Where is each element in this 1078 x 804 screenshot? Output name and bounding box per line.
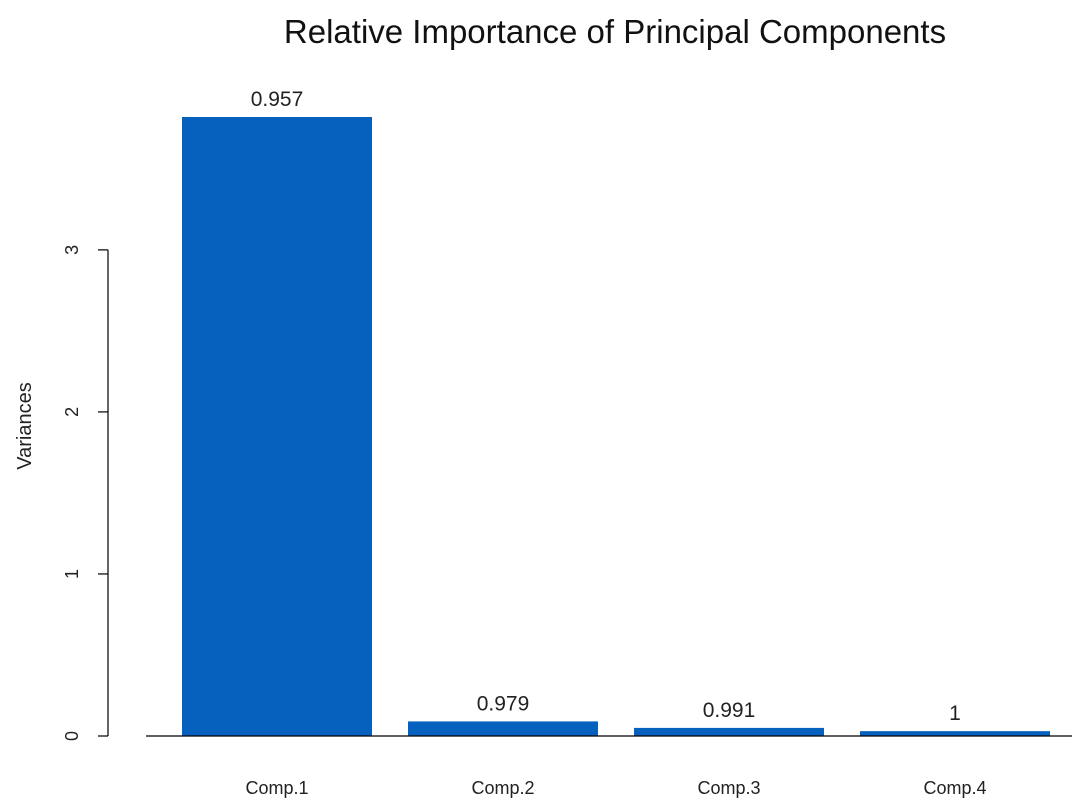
bar-label-comp-3: 0.991 xyxy=(703,699,756,722)
bar-label-comp-4: 1 xyxy=(949,702,961,725)
bar-label-comp-1: 0.957 xyxy=(251,88,304,111)
x-category-comp-3: Comp.3 xyxy=(697,778,760,798)
bar-comp-1 xyxy=(182,117,372,736)
y-axis-label: Variances xyxy=(14,382,36,469)
x-category-comp-2: Comp.2 xyxy=(471,778,534,798)
x-category-comp-1: Comp.1 xyxy=(245,778,308,798)
bar-value-labels: 0.957 0.979 0.991 1 xyxy=(251,88,961,725)
y-tick-label: 2 xyxy=(62,407,82,417)
y-tick-label: 0 xyxy=(62,731,82,741)
bar-comp-4 xyxy=(860,731,1050,736)
bar-label-comp-2: 0.979 xyxy=(477,692,530,715)
chart-title: Relative Importance of Principal Compone… xyxy=(284,13,946,50)
bars xyxy=(182,117,1050,736)
y-tick-label: 3 xyxy=(62,245,82,255)
y-axis: 0 1 2 3 xyxy=(62,245,109,741)
x-axis-categories: Comp.1 Comp.2 Comp.3 Comp.4 xyxy=(245,778,986,798)
x-category-comp-4: Comp.4 xyxy=(923,778,986,798)
y-tick-label: 1 xyxy=(62,569,82,579)
bar-comp-3 xyxy=(634,727,824,736)
bar-comp-2 xyxy=(408,721,598,736)
